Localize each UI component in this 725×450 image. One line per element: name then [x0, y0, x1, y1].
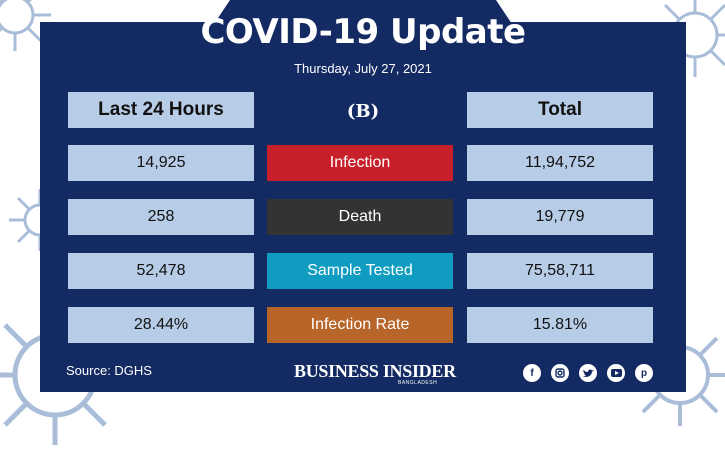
infection-rate-total-value: 15.81% — [467, 307, 653, 343]
source-text: Source: DGHS — [66, 363, 152, 378]
virus-icon — [0, 0, 51, 51]
sample-tested-last24-value: 52,478 — [68, 253, 254, 289]
brand-logo: BUSINESS INSIDER — [294, 361, 456, 381]
infection-total-value: 11,94,752 — [467, 145, 653, 181]
infection-last24-value: 14,925 — [68, 145, 254, 181]
infection-label: Infection — [267, 145, 453, 181]
death-total-value: 19,779 — [467, 199, 653, 235]
facebook-icon[interactable]: f — [523, 364, 541, 382]
sample-tested-total-value: 75,58,711 — [467, 253, 653, 289]
svg-text:(B): (B) — [348, 101, 378, 122]
update-date: Thursday, July 27, 2021 — [294, 61, 432, 76]
death-last24-value: 258 — [68, 199, 254, 235]
infection-rate-label: Infection Rate — [267, 307, 453, 343]
instagram-icon[interactable] — [551, 364, 569, 382]
infection-rate-last24-value: 28.44% — [68, 307, 254, 343]
business-insider-b-logo: (B) — [348, 101, 378, 122]
death-label: Death — [267, 199, 453, 235]
pinterest-icon[interactable]: p — [635, 364, 653, 382]
brand-subtitle: BANGLADESH — [398, 380, 438, 386]
sample-tested-label: Sample Tested — [267, 253, 453, 289]
youtube-icon[interactable] — [607, 364, 625, 382]
column-header-total: Total — [467, 92, 653, 128]
twitter-icon[interactable] — [579, 364, 597, 382]
page-title: COVID-19 Update — [200, 12, 526, 52]
column-header-last24: Last 24 Hours — [68, 92, 254, 128]
